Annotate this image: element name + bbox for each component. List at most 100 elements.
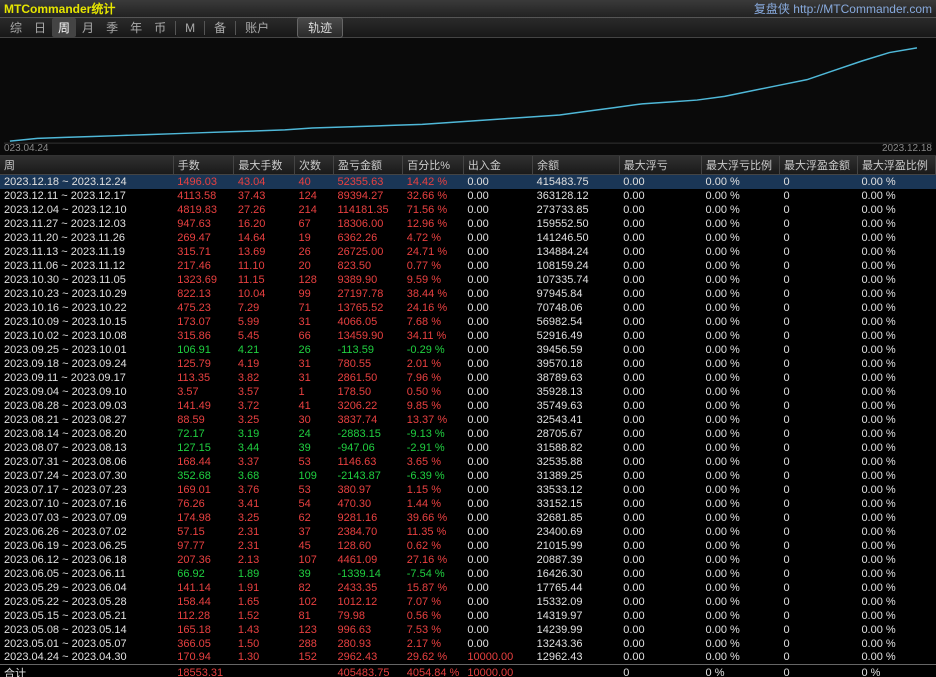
- cell-pct: -6.39 %: [403, 469, 464, 483]
- track-button[interactable]: 轨迹: [297, 17, 343, 38]
- table-row[interactable]: 2023.07.03 ~ 2023.07.09174.983.25629281.…: [0, 511, 936, 525]
- table-row[interactable]: 2023.05.22 ~ 2023.05.28158.441.651021012…: [0, 595, 936, 609]
- cell-depwd: 0.00: [463, 539, 532, 553]
- total-zero: 0: [619, 665, 701, 677]
- table-row[interactable]: 2023.06.05 ~ 2023.06.1166.921.8939-1339.…: [0, 567, 936, 581]
- table-row[interactable]: 2023.10.02 ~ 2023.10.08315.865.456613459…: [0, 329, 936, 343]
- cell-maxprofitpct: 0.00 %: [857, 483, 935, 497]
- cell-balance: 39456.59: [533, 343, 620, 357]
- brand-link[interactable]: 复盘侠 http://MTCommander.com: [754, 0, 932, 17]
- table-row[interactable]: 2023.09.25 ~ 2023.10.01106.914.2126-113.…: [0, 343, 936, 357]
- table-row[interactable]: 2023.09.11 ~ 2023.09.17113.353.82312861.…: [0, 371, 936, 385]
- table-row[interactable]: 2023.08.21 ~ 2023.08.2788.593.25303837.7…: [0, 413, 936, 427]
- cell-depwd: 0.00: [463, 343, 532, 357]
- col-count[interactable]: 次数: [294, 156, 333, 175]
- cell-balance: 28705.67: [533, 427, 620, 441]
- brand-url[interactable]: http://MTCommander.com: [793, 2, 932, 16]
- table-row[interactable]: 2023.07.10 ~ 2023.07.1676.263.4154470.30…: [0, 497, 936, 511]
- table-row[interactable]: 2023.06.19 ~ 2023.06.2597.772.3145128.60…: [0, 539, 936, 553]
- col-pct[interactable]: 百分比%: [403, 156, 464, 175]
- cell-maxprofit: 0: [779, 301, 857, 315]
- cell-maxfloat: 0.00: [619, 609, 701, 623]
- cell-date: 2023.05.08 ~ 2023.05.14: [0, 623, 173, 637]
- table-header-row: 周手数最大手数次数盈亏金额百分比%出入金余额最大浮亏最大浮亏比例最大浮盈金额最大…: [0, 156, 936, 175]
- table-row[interactable]: 2023.08.07 ~ 2023.08.13127.153.4439-947.…: [0, 441, 936, 455]
- cell-lots: 217.46: [173, 259, 234, 273]
- col-lots[interactable]: 手数: [173, 156, 234, 175]
- cell-maxlots: 3.37: [234, 455, 295, 469]
- col-balance[interactable]: 余额: [533, 156, 620, 175]
- cell-maxprofit: 0: [779, 245, 857, 259]
- table-row[interactable]: 2023.10.30 ~ 2023.11.051323.6911.1512893…: [0, 273, 936, 287]
- table-row[interactable]: 2023.09.18 ~ 2023.09.24125.794.1931780.5…: [0, 357, 936, 371]
- col-date[interactable]: 周: [0, 156, 173, 175]
- cell-maxfloatpct: 0.00 %: [702, 385, 780, 399]
- period-btn-8[interactable]: 备: [208, 18, 232, 37]
- cell-maxfloatpct: 0.00 %: [702, 511, 780, 525]
- table-row[interactable]: 2023.12.04 ~ 2023.12.104819.8327.2621411…: [0, 203, 936, 217]
- table-row[interactable]: 2023.10.09 ~ 2023.10.15173.075.99314066.…: [0, 315, 936, 329]
- cell-maxprofit: 0: [779, 287, 857, 301]
- cell-maxfloat: 0.00: [619, 203, 701, 217]
- cell-count: 214: [294, 203, 333, 217]
- period-btn-9[interactable]: 账户: [239, 18, 275, 37]
- table-row[interactable]: 2023.11.06 ~ 2023.11.12217.4611.1020823.…: [0, 259, 936, 273]
- table-row[interactable]: 2023.04.24 ~ 2023.04.30170.941.301522962…: [0, 651, 936, 665]
- table-row[interactable]: 2023.08.14 ~ 2023.08.2072.173.1924-2883.…: [0, 427, 936, 441]
- table-row[interactable]: 2023.12.11 ~ 2023.12.174113.5837.4312489…: [0, 189, 936, 203]
- table-row[interactable]: 2023.07.31 ~ 2023.08.06168.443.37531146.…: [0, 455, 936, 469]
- cell-date: 2023.07.03 ~ 2023.07.09: [0, 511, 173, 525]
- period-btn-0[interactable]: 综: [4, 18, 28, 37]
- cell-pl: 27197.78: [333, 287, 402, 301]
- period-btn-5[interactable]: 年: [124, 18, 148, 37]
- cell-depwd: 0.00: [463, 231, 532, 245]
- table-row[interactable]: 2023.06.26 ~ 2023.07.0257.152.31372384.7…: [0, 525, 936, 539]
- cell-maxfloatpct: 0.00 %: [702, 343, 780, 357]
- cell-maxprofit: 0: [779, 441, 857, 455]
- cell-depwd: 0.00: [463, 301, 532, 315]
- table-row[interactable]: 2023.10.16 ~ 2023.10.22475.237.297113765…: [0, 301, 936, 315]
- cell-pct: 14.42 %: [403, 175, 464, 189]
- col-depwd[interactable]: 出入金: [463, 156, 532, 175]
- cell-maxfloatpct: 0.00 %: [702, 595, 780, 609]
- col-maxfloatpct[interactable]: 最大浮亏比例: [702, 156, 780, 175]
- cell-maxlots: 3.44: [234, 441, 295, 455]
- cell-balance: 363128.12: [533, 189, 620, 203]
- cell-pct: 1.15 %: [403, 483, 464, 497]
- table-row[interactable]: 2023.05.08 ~ 2023.05.14165.181.43123996.…: [0, 623, 936, 637]
- cell-lots: 165.18: [173, 623, 234, 637]
- table-row[interactable]: 2023.10.23 ~ 2023.10.29822.1310.04992719…: [0, 287, 936, 301]
- table-row[interactable]: 2023.11.20 ~ 2023.11.26269.4714.64196362…: [0, 231, 936, 245]
- table-row[interactable]: 2023.11.27 ~ 2023.12.03947.6316.20671830…: [0, 217, 936, 231]
- table-row[interactable]: 2023.07.24 ~ 2023.07.30352.683.68109-214…: [0, 469, 936, 483]
- table-row[interactable]: 2023.05.01 ~ 2023.05.07366.051.50288280.…: [0, 637, 936, 651]
- cell-balance: 159552.50: [533, 217, 620, 231]
- period-btn-2[interactable]: 周: [52, 18, 76, 37]
- col-maxprofit[interactable]: 最大浮盈金额: [779, 156, 857, 175]
- table-row[interactable]: 2023.05.15 ~ 2023.05.21112.281.528179.98…: [0, 609, 936, 623]
- period-btn-7[interactable]: M: [179, 20, 201, 36]
- cell-maxprofitpct: 0.00 %: [857, 609, 935, 623]
- table-row[interactable]: 2023.11.13 ~ 2023.11.19315.7113.69262672…: [0, 245, 936, 259]
- cell-date: 2023.08.28 ~ 2023.09.03: [0, 399, 173, 413]
- col-pl[interactable]: 盈亏金额: [333, 156, 402, 175]
- table-row[interactable]: 2023.08.28 ~ 2023.09.03141.493.72413206.…: [0, 399, 936, 413]
- period-btn-6[interactable]: 币: [148, 18, 172, 37]
- cell-maxlots: 2.13: [234, 553, 295, 567]
- period-btn-4[interactable]: 季: [100, 18, 124, 37]
- table-row[interactable]: 2023.09.04 ~ 2023.09.103.573.571178.500.…: [0, 385, 936, 399]
- table-row[interactable]: 2023.07.17 ~ 2023.07.23169.013.7653380.9…: [0, 483, 936, 497]
- cell-maxprofitpct: 0.00 %: [857, 245, 935, 259]
- cell-date: 2023.07.31 ~ 2023.08.06: [0, 455, 173, 469]
- cell-count: 41: [294, 399, 333, 413]
- table-row[interactable]: 2023.05.29 ~ 2023.06.04141.141.91822433.…: [0, 581, 936, 595]
- period-btn-1[interactable]: 日: [28, 18, 52, 37]
- col-maxfloat[interactable]: 最大浮亏: [619, 156, 701, 175]
- table-row[interactable]: 2023.06.12 ~ 2023.06.18207.362.131074461…: [0, 553, 936, 567]
- table-row[interactable]: 2023.12.18 ~ 2023.12.241496.0343.0440523…: [0, 175, 936, 189]
- cell-maxprofitpct: 0.00 %: [857, 273, 935, 287]
- col-maxlots[interactable]: 最大手数: [234, 156, 295, 175]
- col-maxprofitpct[interactable]: 最大浮盈比例: [857, 156, 935, 175]
- period-btn-3[interactable]: 月: [76, 18, 100, 37]
- cell-balance: 14239.99: [533, 623, 620, 637]
